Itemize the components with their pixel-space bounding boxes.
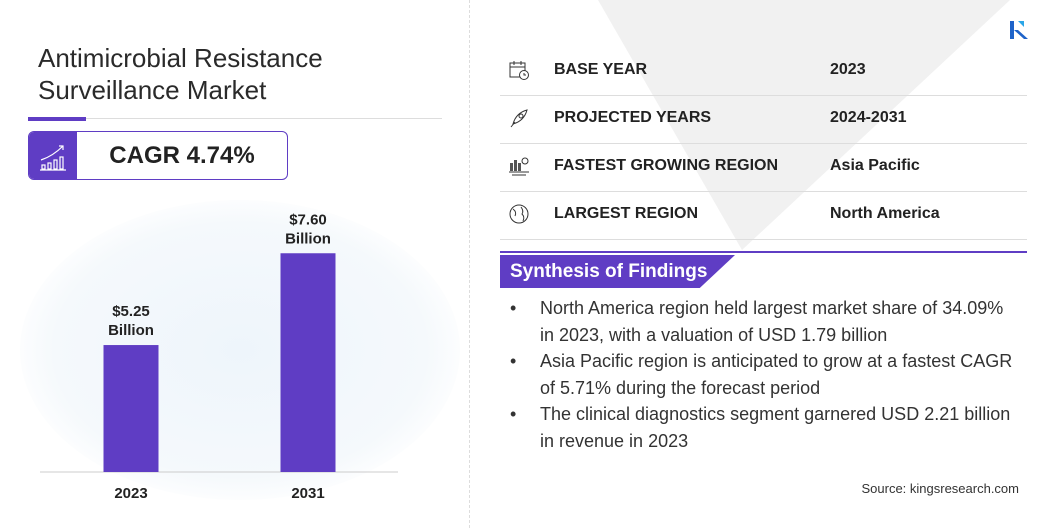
rocket-icon [510, 109, 528, 128]
data-label-value: $5.25 [112, 303, 150, 320]
finding-item: North America region held largest market… [508, 295, 1018, 348]
growth-chart-icon [29, 132, 77, 179]
finding-item: Asia Pacific region is anticipated to gr… [508, 348, 1018, 401]
bar-2031 [280, 253, 336, 472]
info-value: Asia Pacific [830, 157, 920, 174]
title-line-1: Antimicrobial Resistance [38, 43, 323, 73]
cagr-badge: CAGR 4.74% [28, 131, 288, 180]
calendar-icon [509, 61, 529, 80]
findings-list: North America region held largest market… [508, 295, 1018, 454]
source-text: Source: kingsresearch.com [861, 481, 1019, 496]
title-accent-bar [28, 117, 86, 121]
synthesis-heading: Synthesis of Findings [500, 255, 735, 288]
finding-item: The clinical diagnostics segment garnere… [508, 401, 1018, 454]
title-line-2: Surveillance Market [38, 75, 267, 105]
info-row: BASE YEAR 2023 [500, 47, 1027, 96]
globe-icon [509, 204, 529, 224]
cagr-value: CAGR 4.74% [109, 142, 255, 169]
info-row: PROJECTED YEARS 2024-2031 [500, 95, 1027, 144]
data-label-unit: Billion [108, 322, 154, 339]
synthesis-rule [500, 251, 1027, 253]
divider [469, 0, 470, 528]
bar-chart: $5.25 Billion 2023 $7.60 Billion 2031 [40, 211, 398, 502]
info-label: LARGEST REGION [554, 205, 699, 222]
info-value: North America [830, 205, 940, 222]
globe-background [20, 200, 460, 500]
bar-2023 [103, 345, 159, 472]
info-label: PROJECTED YEARS [554, 109, 712, 126]
data-label-unit: Billion [285, 230, 331, 247]
data-label-value: $7.60 [289, 211, 327, 228]
kings-research-logo [1010, 21, 1028, 39]
growth-region-icon [509, 157, 529, 176]
info-row: FASTEST GROWING REGION Asia Pacific [500, 143, 1027, 192]
info-label: BASE YEAR [554, 61, 648, 78]
info-row: LARGEST REGION North America [500, 191, 1027, 240]
info-value: 2024-2031 [830, 109, 907, 126]
x-tick-label: 2023 [114, 485, 147, 502]
info-value: 2023 [830, 61, 866, 78]
title-rule [86, 118, 442, 119]
x-tick-label: 2031 [291, 485, 324, 502]
info-label: FASTEST GROWING REGION [554, 157, 779, 174]
page-title: Antimicrobial Resistance Surveillance Mar… [38, 42, 323, 106]
